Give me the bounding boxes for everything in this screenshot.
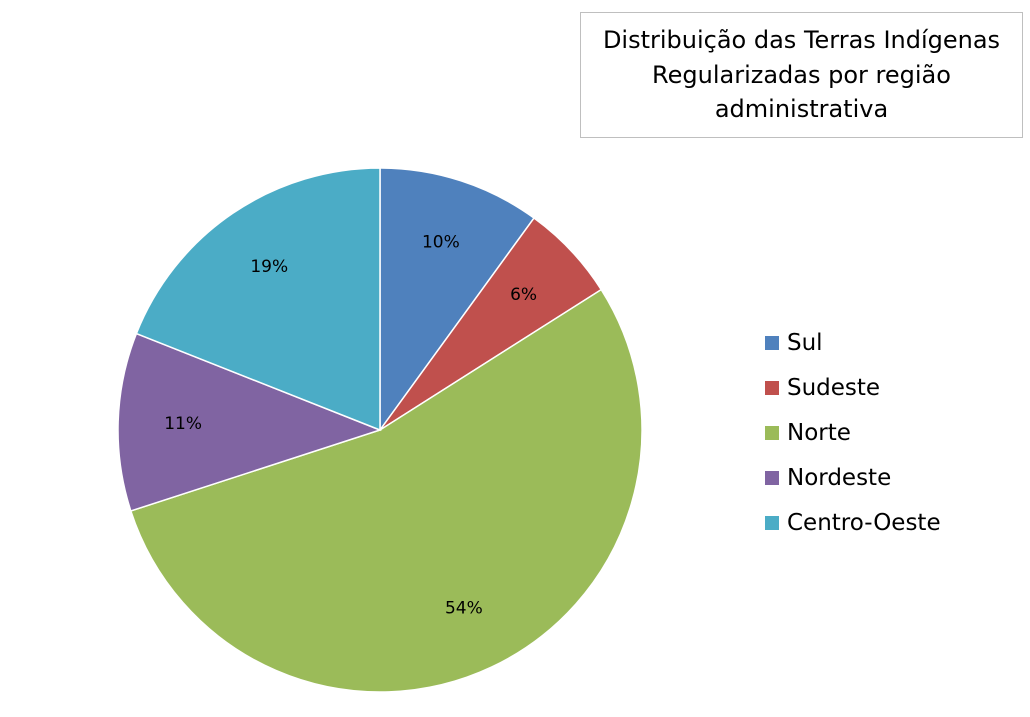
pie-slice-nordeste [117,332,383,512]
legend-label-sudeste: Sudeste [787,374,881,401]
data-label-centro-oeste: 19% [250,257,288,277]
pie-slice-sul [379,167,536,433]
legend-label-nordeste: Nordeste [787,464,892,491]
legend-item-centro-oeste: Centro-Oeste [765,500,1015,545]
data-label-nordeste: 11% [164,414,202,434]
chart-legend: Sul Sudeste Norte Nordeste Centro-Oeste [765,320,1015,545]
legend-swatch-sul [765,335,779,350]
data-label-sul: 10% [422,233,460,253]
legend-label-centro-oeste: Centro-Oeste [787,509,941,536]
pie-slice-centro-oeste [135,167,381,432]
chart-title-box: Distribuição das Terras Indígenas Regula… [580,12,1023,138]
data-label-norte: 54% [445,598,483,618]
legend-item-norte: Norte [765,410,1015,455]
legend-item-sudeste: Sudeste [765,365,1015,410]
legend-swatch-centro-oeste [765,515,779,530]
legend-swatch-norte [765,425,779,440]
legend-item-nordeste: Nordeste [765,455,1015,500]
legend-swatch-sudeste [765,380,779,395]
pie-slice-norte [129,288,643,693]
legend-swatch-nordeste [765,470,779,485]
chart-title-line-2: Regularizadas por região [652,60,951,89]
legend-item-sul: Sul [765,320,1015,365]
chart-title: Distribuição das Terras Indígenas Regula… [603,23,1000,127]
legend-label-norte: Norte [787,419,851,446]
chart-title-line-1: Distribuição das Terras Indígenas [602,25,1001,54]
chart-title-line-3: administrativa [714,95,889,124]
legend-label-sul: Sul [787,329,823,356]
data-label-sudeste: 6% [510,285,537,305]
